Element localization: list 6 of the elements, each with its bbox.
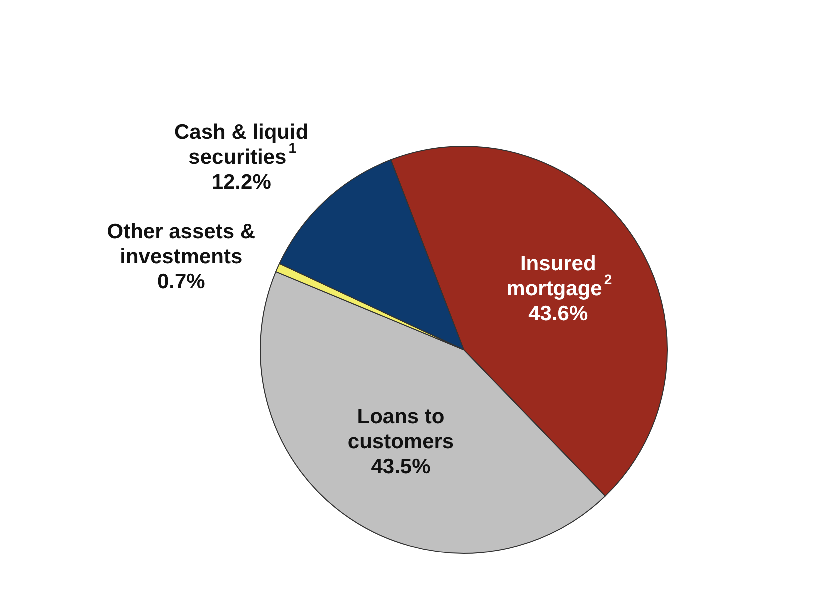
data-label: 43.6%: [528, 302, 588, 326]
data-label: 12.2%: [212, 171, 272, 194]
slice-label: Other assets & investments: [107, 220, 256, 269]
data-label: 43.5%: [371, 455, 432, 478]
slice-label: Loans to customers: [348, 405, 454, 454]
data-label: 0.7%: [157, 270, 206, 294]
